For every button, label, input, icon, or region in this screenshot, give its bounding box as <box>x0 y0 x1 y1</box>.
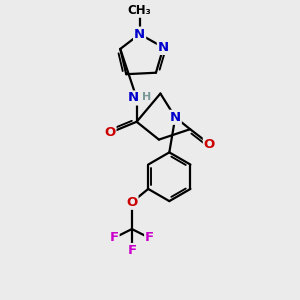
Text: N: N <box>158 41 169 54</box>
Text: H: H <box>142 92 152 101</box>
Text: N: N <box>170 111 181 124</box>
Text: N: N <box>134 28 145 40</box>
Text: O: O <box>104 126 116 139</box>
Text: F: F <box>110 232 118 244</box>
Text: F: F <box>127 244 136 257</box>
Text: F: F <box>145 232 154 244</box>
Text: N: N <box>128 92 139 104</box>
Text: CH₃: CH₃ <box>128 4 152 17</box>
Text: O: O <box>204 138 215 151</box>
Text: O: O <box>126 196 137 209</box>
